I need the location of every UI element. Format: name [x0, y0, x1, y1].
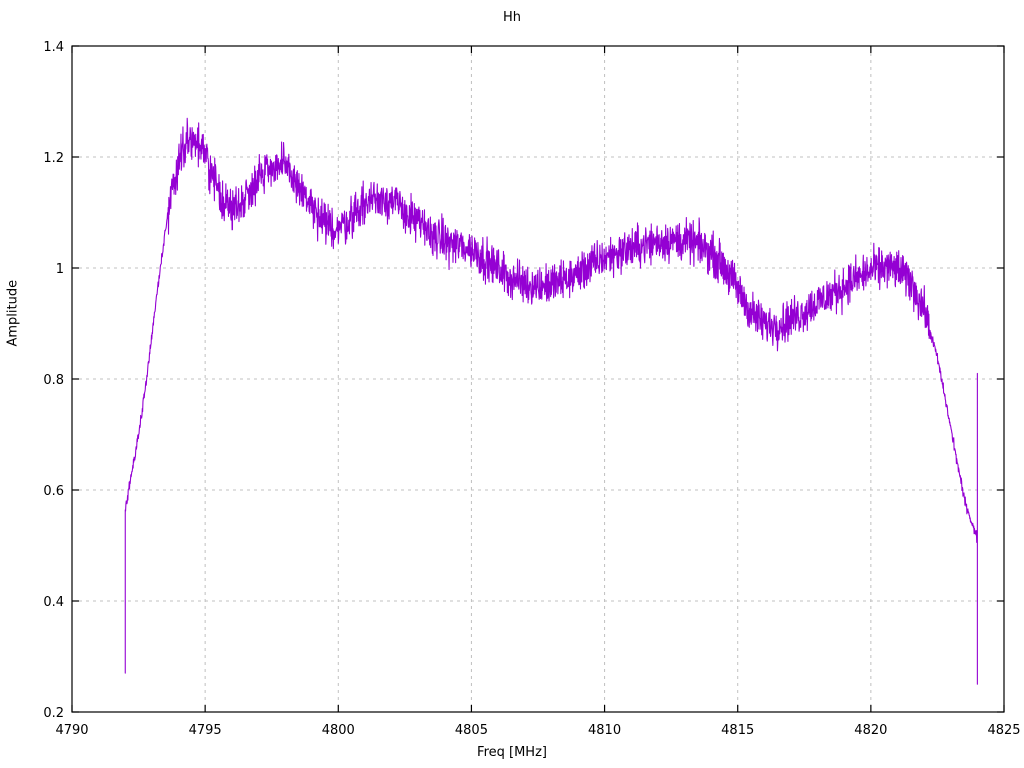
svg-text:4800: 4800 [322, 723, 355, 738]
svg-text:1.2: 1.2 [43, 151, 64, 166]
svg-text:4820: 4820 [854, 723, 887, 738]
data-series-hh [124, 117, 978, 685]
axis-tick-labels: 4790 4795 4800 4805 4810 4815 4820 4825 0.2 0.4 0.… [43, 40, 1020, 738]
svg-text:0.8: 0.8 [43, 373, 64, 388]
svg-text:4810: 4810 [588, 723, 621, 738]
series-line-hh [124, 117, 978, 685]
svg-text:4790: 4790 [55, 723, 88, 738]
chart-title: Hh [502, 10, 521, 25]
svg-text:1.4: 1.4 [43, 40, 64, 55]
svg-text:0.6: 0.6 [43, 484, 64, 499]
svg-text:0.4: 0.4 [43, 595, 64, 610]
svg-text:4805: 4805 [455, 723, 488, 738]
plot-frame [71, 45, 1005, 713]
svg-text:4795: 4795 [189, 723, 222, 738]
x-axis-label: Freq [MHz] [477, 745, 547, 760]
svg-text:1: 1 [56, 262, 64, 277]
svg-text:0.2: 0.2 [43, 706, 64, 721]
svg-text:4815: 4815 [721, 723, 754, 738]
gridlines [72, 46, 1004, 712]
svg-text:4825: 4825 [987, 723, 1020, 738]
